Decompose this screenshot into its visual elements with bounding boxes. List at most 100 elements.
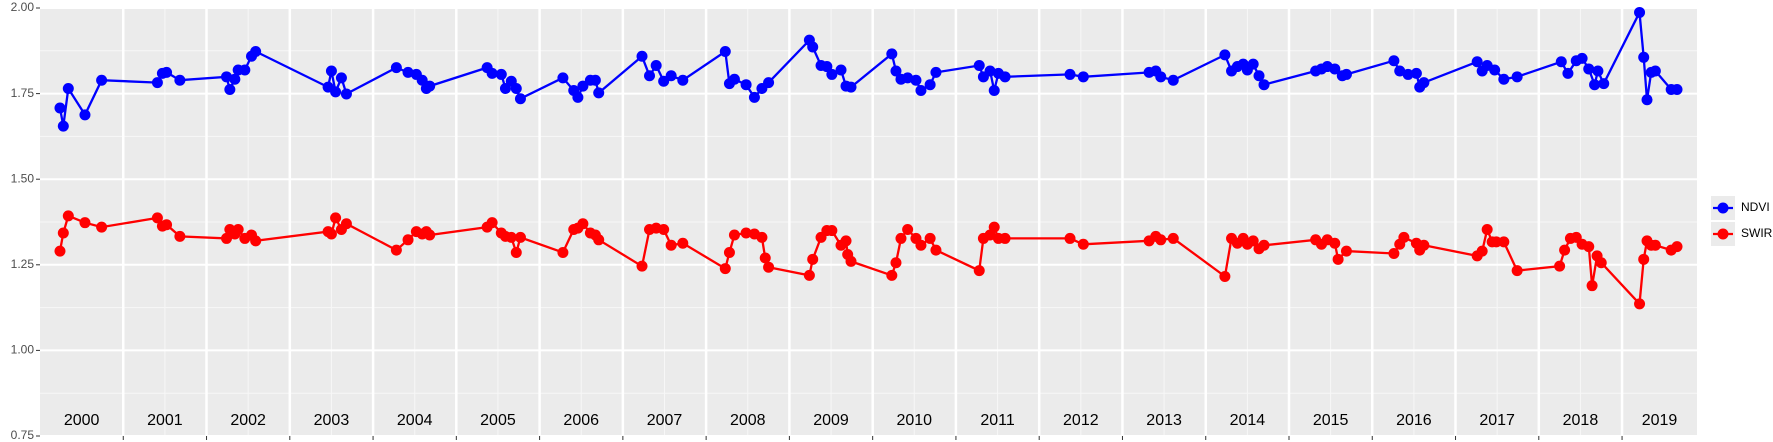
data-point (728, 229, 740, 241)
data-point (495, 68, 507, 80)
data-point (161, 66, 173, 78)
data-point (229, 73, 241, 85)
year-label: 2009 (813, 412, 849, 429)
data-point (1586, 280, 1598, 292)
data-point (593, 87, 605, 99)
data-point (636, 260, 648, 272)
y-tick-label: 0.75 (11, 428, 35, 442)
data-point (665, 70, 677, 82)
data-point (807, 41, 819, 53)
data-point (1219, 270, 1231, 282)
year-label: 2012 (1063, 412, 1099, 429)
data-point (826, 68, 838, 80)
data-point (723, 246, 735, 258)
data-point (161, 219, 173, 231)
data-point (514, 231, 526, 243)
data-point (424, 229, 436, 241)
data-point (988, 221, 1000, 233)
year-label: 2019 (1642, 412, 1678, 429)
data-point (677, 237, 689, 249)
data-point (845, 255, 857, 267)
data-point (1253, 70, 1265, 82)
data-point (1340, 68, 1352, 80)
data-point (845, 81, 857, 93)
data-point (756, 231, 768, 243)
data-point (1332, 253, 1344, 265)
data-point (1638, 253, 1650, 265)
data-point (740, 227, 752, 239)
data-point (239, 64, 251, 76)
data-point (1340, 245, 1352, 257)
y-tick-label: 1.25 (11, 257, 35, 271)
data-point (1388, 248, 1400, 260)
data-point (915, 239, 927, 251)
data-point (1418, 239, 1430, 251)
data-point (79, 109, 91, 121)
data-point (1634, 298, 1646, 310)
data-point (902, 72, 914, 84)
data-point (221, 71, 233, 83)
data-point (902, 224, 914, 236)
data-point (886, 269, 898, 281)
data-point (54, 102, 66, 114)
data-point (984, 65, 996, 77)
data-point (915, 85, 927, 97)
data-point (1064, 68, 1076, 80)
year-label: 2016 (1396, 412, 1432, 429)
legend-label: NDVI (1741, 200, 1770, 214)
year-label: 2005 (480, 412, 516, 429)
year-label: 2008 (730, 412, 766, 429)
data-point (232, 224, 244, 236)
data-point (514, 93, 526, 105)
data-point (1559, 244, 1571, 256)
data-point (577, 218, 589, 230)
data-point (973, 265, 985, 277)
data-point (577, 80, 589, 92)
data-point (1329, 63, 1341, 75)
data-point (390, 244, 402, 256)
data-point (644, 70, 656, 82)
data-point (1583, 63, 1595, 75)
data-point (650, 60, 662, 72)
data-point (930, 244, 942, 256)
data-point (57, 227, 69, 239)
year-label: 2017 (1479, 412, 1515, 429)
data-point (335, 72, 347, 84)
data-point (1476, 245, 1488, 257)
data-point (1595, 257, 1607, 269)
data-point (174, 74, 186, 86)
data-point (593, 234, 605, 246)
data-point (1077, 238, 1089, 250)
data-point (759, 252, 771, 264)
data-point (402, 234, 414, 246)
data-point (835, 64, 847, 76)
data-point (1167, 232, 1179, 244)
data-point (821, 61, 833, 73)
data-point (486, 217, 498, 229)
data-point (1418, 77, 1430, 89)
data-point (390, 62, 402, 74)
data-point (1649, 65, 1661, 77)
legend-label: SWIR (1741, 226, 1773, 240)
data-point (1511, 71, 1523, 83)
data-point (826, 225, 838, 237)
data-point (330, 212, 342, 224)
data-point (890, 257, 902, 269)
legend-point (1717, 228, 1729, 240)
year-label: 2013 (1146, 412, 1182, 429)
data-point (658, 224, 670, 236)
data-point (416, 74, 428, 86)
data-point (1167, 74, 1179, 86)
year-label: 2006 (563, 412, 599, 429)
year-label: 2007 (647, 412, 683, 429)
data-point (763, 261, 775, 273)
year-label: 2000 (64, 412, 100, 429)
data-point (973, 60, 985, 72)
data-point (1649, 239, 1661, 251)
data-point (719, 45, 731, 57)
data-point (1471, 56, 1483, 68)
data-point (728, 73, 740, 85)
data-point (424, 80, 436, 92)
year-label: 2010 (896, 412, 932, 429)
year-label: 2014 (1230, 412, 1266, 429)
